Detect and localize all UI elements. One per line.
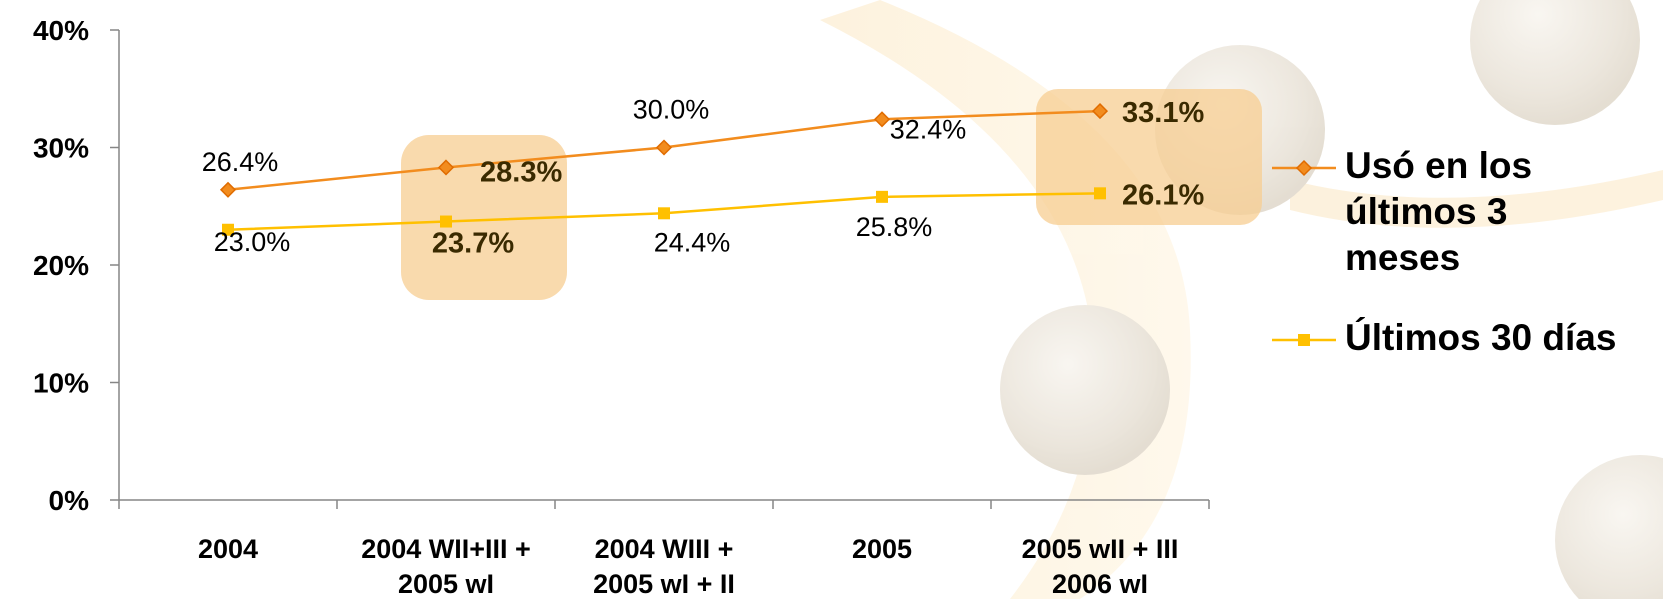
marker	[437, 159, 455, 176]
marker	[655, 139, 673, 156]
y-tick-label: 40%	[33, 15, 89, 46]
x-tick-label: 2005 wII + III	[1022, 534, 1179, 564]
marker	[440, 215, 452, 228]
data-label: 23.7%	[432, 228, 514, 260]
data-label: 30.0%	[633, 95, 710, 125]
data-label: 26.1%	[1122, 179, 1204, 211]
legend-label: Usó en los últimos 3 meses	[1345, 145, 1533, 278]
marker	[222, 223, 234, 236]
marker	[873, 111, 891, 128]
data-label: 23.0%	[214, 227, 291, 257]
x-tick-label: 2005 wI	[398, 569, 494, 599]
data-label: 32.4%	[890, 114, 967, 144]
marker	[219, 181, 237, 198]
y-tick-label: 10%	[33, 368, 89, 399]
marker	[1094, 187, 1106, 200]
plot-area: 0% 10% 20% 30% 40% 2004 2004 WII+III + 2005 wI 2…	[33, 15, 1336, 599]
legend-label: Últimos 30 días	[1345, 317, 1617, 358]
marker	[1298, 334, 1310, 346]
highlight-box	[401, 135, 567, 300]
marker	[1091, 103, 1109, 120]
marker	[876, 190, 888, 203]
highlight-box	[1036, 89, 1262, 225]
x-tick-label: 2006 wI	[1052, 569, 1148, 599]
x-tick-label: 2005	[852, 534, 912, 564]
x-tick-label: 2004 WIII +	[595, 534, 734, 564]
y-tick-label: 0%	[49, 485, 90, 516]
marker	[658, 207, 670, 220]
y-tick-label: 20%	[33, 250, 89, 281]
data-label: 28.3%	[480, 156, 562, 188]
data-label: 26.4%	[202, 147, 279, 177]
data-label: 24.4%	[654, 227, 731, 257]
x-tick-label: 2005 wI + II	[593, 569, 735, 599]
data-label: 33.1%	[1122, 97, 1204, 129]
x-tick-label: 2004	[198, 534, 258, 564]
marker	[1295, 159, 1313, 177]
data-label: 25.8%	[856, 212, 933, 242]
y-tick-label: 30%	[33, 133, 89, 164]
x-tick-label: 2004 WII+III +	[361, 534, 531, 564]
